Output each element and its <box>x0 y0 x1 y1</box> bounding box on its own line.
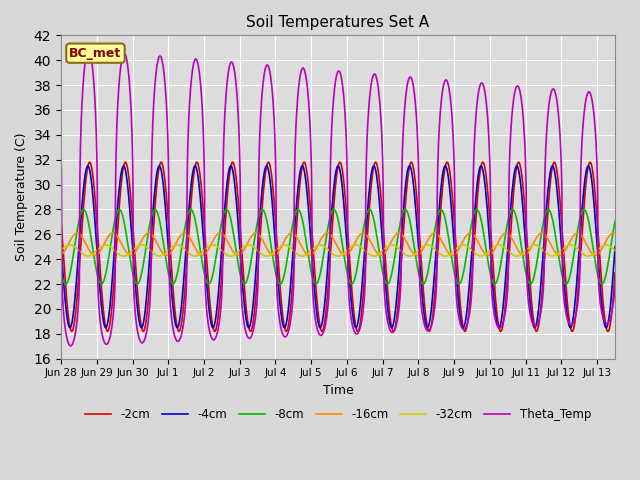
-2cm <box>175 328 183 334</box>
Theta_Temp <box>342 122 349 128</box>
Line: -2cm: -2cm <box>61 162 615 331</box>
Theta_Temp <box>527 312 534 318</box>
-32cm <box>404 253 412 259</box>
Line: -8cm: -8cm <box>61 209 615 284</box>
-8cm <box>473 206 481 212</box>
Title: Soil Temperatures Set A: Soil Temperatures Set A <box>246 15 429 30</box>
-32cm <box>90 250 98 256</box>
-4cm <box>422 319 429 325</box>
Line: -4cm: -4cm <box>61 166 615 328</box>
-4cm <box>90 207 98 213</box>
Theta_Temp <box>404 77 412 83</box>
-2cm <box>527 285 534 291</box>
-8cm <box>593 264 600 270</box>
-8cm <box>90 251 97 257</box>
Legend: -2cm, -4cm, -8cm, -16cm, -32cm, Theta_Temp: -2cm, -4cm, -8cm, -16cm, -32cm, Theta_Te… <box>80 403 596 426</box>
-32cm <box>611 248 619 253</box>
-4cm <box>342 225 349 230</box>
-32cm <box>57 248 65 253</box>
Line: -16cm: -16cm <box>61 233 615 255</box>
-16cm <box>502 230 510 236</box>
Line: -32cm: -32cm <box>61 245 615 256</box>
-16cm <box>421 243 429 249</box>
-8cm <box>611 218 619 224</box>
-2cm <box>422 310 429 315</box>
-8cm <box>421 279 429 285</box>
Theta_Temp <box>57 148 65 154</box>
Text: BC_met: BC_met <box>69 47 122 60</box>
-32cm <box>527 243 534 249</box>
-4cm <box>611 244 619 250</box>
-32cm <box>593 249 600 254</box>
-4cm <box>84 163 92 169</box>
-4cm <box>66 325 74 331</box>
-16cm <box>593 252 600 258</box>
-32cm <box>342 249 349 255</box>
-16cm <box>90 252 97 258</box>
-8cm <box>455 281 463 287</box>
-4cm <box>57 244 65 250</box>
-16cm <box>527 246 534 252</box>
-2cm <box>90 179 97 184</box>
-2cm <box>611 270 619 276</box>
Line: Theta_Temp: Theta_Temp <box>61 50 615 346</box>
-4cm <box>527 303 534 309</box>
Theta_Temp <box>67 343 74 349</box>
-16cm <box>611 231 619 237</box>
-8cm <box>404 211 412 216</box>
-2cm <box>342 199 349 205</box>
Y-axis label: Soil Temperature (C): Soil Temperature (C) <box>15 133 28 261</box>
-8cm <box>527 281 534 287</box>
-8cm <box>341 259 349 265</box>
Theta_Temp <box>611 281 619 287</box>
-4cm <box>593 230 600 236</box>
-4cm <box>404 165 412 170</box>
-16cm <box>57 252 65 258</box>
-8cm <box>57 269 65 275</box>
Theta_Temp <box>84 47 92 53</box>
-32cm <box>66 242 74 248</box>
-2cm <box>593 204 600 210</box>
-32cm <box>84 253 92 259</box>
-16cm <box>484 252 492 258</box>
X-axis label: Time: Time <box>323 384 353 397</box>
-2cm <box>57 218 65 224</box>
-2cm <box>157 159 165 165</box>
Theta_Temp <box>90 83 98 89</box>
-2cm <box>404 170 412 176</box>
Theta_Temp <box>422 324 429 330</box>
-32cm <box>422 242 429 248</box>
-16cm <box>341 252 349 258</box>
-16cm <box>404 242 412 248</box>
Theta_Temp <box>593 143 600 149</box>
